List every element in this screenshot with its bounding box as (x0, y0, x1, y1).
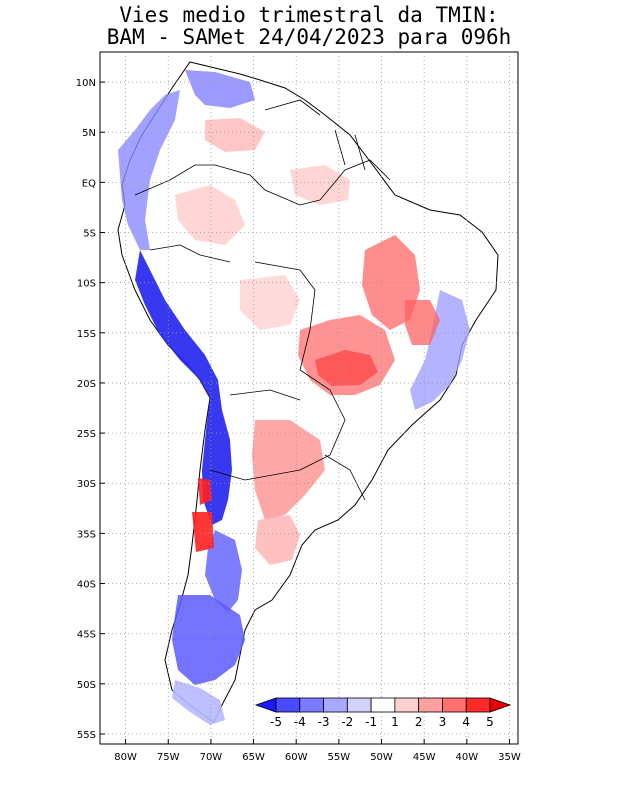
andes-light-blue (118, 90, 180, 250)
caribbean-blue (185, 70, 255, 108)
lat-label: 25S (77, 429, 96, 440)
latitude-labels: 10N 5N EQ 5S 10S 15S 20S 25S 30S 35S 40S 45S 50S 55S (76, 78, 96, 741)
lon-label: 65W (242, 752, 265, 763)
lon-label: 50W (370, 752, 393, 763)
patagonia-blue (172, 595, 245, 685)
amazon-pink-2 (290, 165, 350, 205)
colorbar-label: 3 (439, 715, 447, 729)
central-brazil-red-core (315, 350, 378, 386)
patagonia-light-blue (172, 680, 225, 725)
lat-label: 40S (77, 580, 96, 591)
colorbar-label: -3 (318, 715, 330, 729)
colorbar-label: -2 (341, 715, 353, 729)
colorbar-box (442, 697, 467, 713)
colorbar-box (323, 697, 348, 713)
chile-red (198, 478, 212, 505)
title-line-1: Vies medio trimestral da TMIN: (119, 3, 499, 27)
colorbar-box (394, 697, 420, 713)
paraguay-red (252, 420, 325, 520)
argentina-red (255, 515, 300, 565)
colorbar-label: 4 (462, 715, 470, 729)
colorbar-label: 5 (486, 715, 494, 729)
amazon-pink (175, 185, 245, 245)
map-frame (99, 51, 519, 745)
east-coast-blue (410, 290, 470, 410)
colorbar-label: 2 (415, 715, 423, 729)
colorbar-box (299, 697, 324, 713)
lat-label: 5N (82, 128, 96, 139)
colorbar-label: 1 (391, 715, 399, 729)
colorbar-label: -1 (365, 715, 377, 729)
colorbar-box (465, 697, 491, 713)
lat-label: 35S (77, 529, 96, 540)
lon-label: 45W (413, 752, 436, 763)
south-andes-blue (205, 530, 242, 612)
lat-label: 30S (77, 479, 96, 490)
lat-label: 10S (77, 279, 96, 290)
lon-label: 80W (114, 752, 137, 763)
bolivia-pink (240, 275, 300, 330)
lon-label: 70W (200, 752, 223, 763)
lat-label: 55S (77, 730, 96, 741)
east-red (405, 300, 440, 345)
colorbar-label: -5 (270, 715, 282, 729)
lon-label: 55W (328, 752, 351, 763)
lat-label: 50S (77, 680, 96, 691)
lat-label: EQ (82, 178, 96, 189)
colorbar-box (370, 697, 396, 713)
lat-label: 45S (77, 630, 96, 641)
lat-label: 20S (77, 379, 96, 390)
gridlines (100, 52, 518, 744)
venezuela-pink (205, 118, 265, 152)
lon-label: 60W (285, 752, 308, 763)
map-area (100, 52, 518, 744)
andes-blue-band (135, 250, 232, 525)
lon-label: 35W (498, 752, 521, 763)
title-line-2: BAM - SAMet 24/04/2023 para 096h (106, 25, 512, 49)
lat-label: 15S (77, 329, 96, 340)
longitude-labels: 80W 75W 70W 65W 60W 55W 50W 45W 40W 35W (114, 752, 521, 763)
lon-label: 75W (157, 752, 180, 763)
colorbar-arrow-right (489, 697, 512, 713)
lon-label: 40W (456, 752, 479, 763)
colorbar-label: -4 (294, 715, 306, 729)
chile-red-2 (192, 512, 214, 552)
lat-label: 10N (76, 78, 96, 89)
colorbar-box (346, 697, 372, 713)
colorbar-box (418, 697, 443, 713)
colorbar: -5 -4 -3 -2 -1 1 2 3 4 5 (254, 697, 512, 729)
lat-label: 5S (83, 229, 96, 240)
colorbar-box (275, 697, 301, 713)
